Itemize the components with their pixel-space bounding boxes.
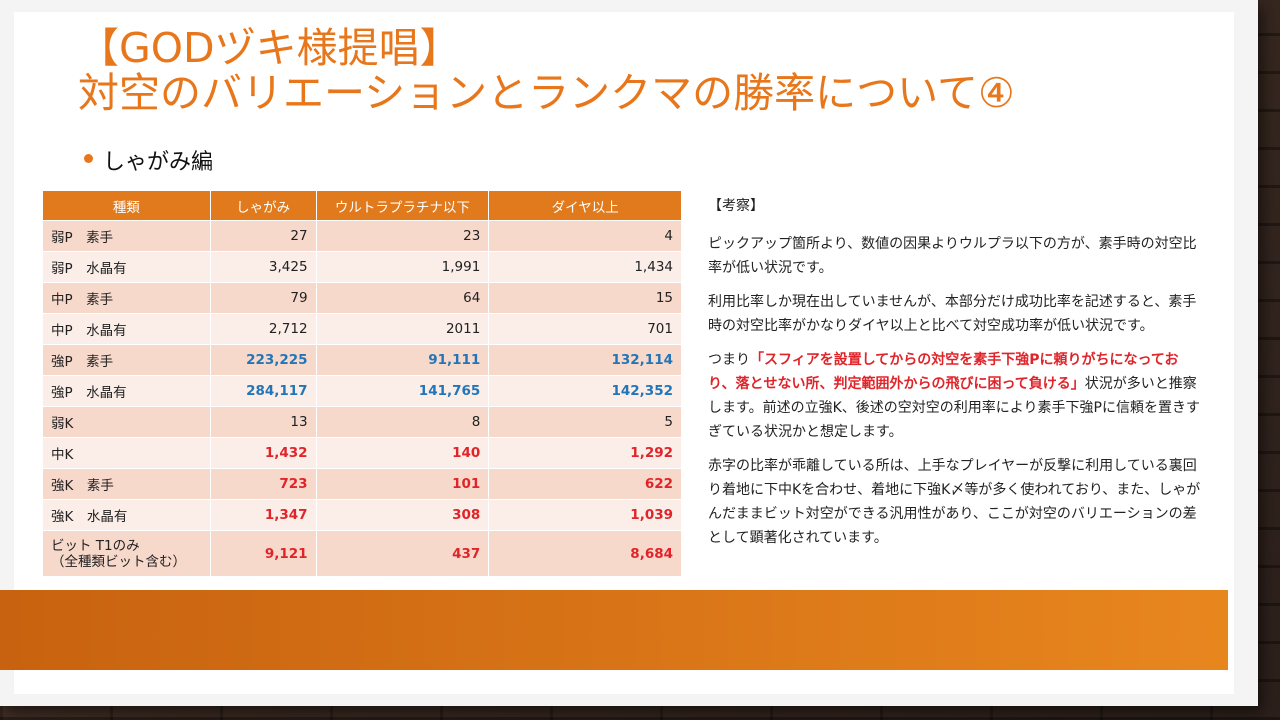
cell-ultra-platinum: 141,765 <box>315 375 490 407</box>
stats-table: 種類 しゃがみ ウルトラプラチナ以下 ダイヤ以上 弱P 素手 27 23 4 弱P 水晶… <box>42 190 682 577</box>
table-row: 強K 水晶有 1,347 308 1,039 <box>42 499 682 531</box>
notes-p3-highlight: 「スフィアを設置してからの対空を素手下強Pに頼りがちになっており、落とせない所、… <box>708 352 1179 392</box>
table-body: 弱P 素手 27 23 4 弱P 水晶有 3,425 1,991 1,434 中P 素手 79 64… <box>42 220 682 577</box>
row-label: 弱P 素手 <box>42 220 211 252</box>
cell-diamond: 132,114 <box>488 344 682 376</box>
notes-paragraph-3: つまり「スフィアを設置してからの対空を素手下強Pに頼りがちになっており、落とせな… <box>708 348 1204 444</box>
cell-diamond: 1,434 <box>488 251 682 283</box>
cell-diamond: 142,352 <box>488 375 682 407</box>
cell-crouch: 13 <box>209 406 317 438</box>
cell-ultra-platinum: 23 <box>315 220 490 252</box>
cell-diamond: 15 <box>488 282 682 314</box>
bullet-dot-icon <box>84 153 93 163</box>
title-line-1: 【GODヅキ様提唱】 <box>78 24 461 72</box>
cell-crouch: 1,432 <box>209 437 317 469</box>
row-label: 強P 水晶有 <box>42 375 211 407</box>
row-label: 中K <box>42 437 211 469</box>
table-row: 中P 水晶有 2,712 2011 701 <box>42 313 682 345</box>
cell-ultra-platinum: 140 <box>315 437 490 469</box>
table-row: 弱K 13 8 5 <box>42 406 682 438</box>
cell-diamond: 5 <box>488 406 682 438</box>
row-label: 強K 水晶有 <box>42 499 211 531</box>
cell-ultra-platinum: 101 <box>315 468 490 500</box>
table-row: 弱P 水晶有 3,425 1,991 1,434 <box>42 251 682 283</box>
table-row: 中K 1,432 140 1,292 <box>42 437 682 469</box>
cell-crouch: 3,425 <box>209 251 317 283</box>
row-label: 弱P 水晶有 <box>42 251 211 283</box>
row-label: 中P 水晶有 <box>42 313 211 345</box>
notes-paragraph-2: 利用比率しか現在出していませんが、本部分だけ成功比率を記述すると、素手時の対空比… <box>708 294 1197 334</box>
bullet-item: しゃがみ編 <box>84 144 213 176</box>
row-label: 強K 素手 <box>42 468 211 500</box>
notes-paragraph-4: 赤字の比率が乖離している所は、上手なプレイヤーが反撃に利用している裏回り着地に下… <box>708 458 1201 546</box>
cell-crouch: 27 <box>209 220 317 252</box>
cell-diamond: 8,684 <box>488 530 682 577</box>
cell-diamond: 1,292 <box>488 437 682 469</box>
table-row: 強P 素手 223,225 91,111 132,114 <box>42 344 682 376</box>
footer-band <box>0 590 1228 670</box>
header-ultra-platinum: ウルトラプラチナ以下 <box>315 190 490 221</box>
table-row: 弱P 素手 27 23 4 <box>42 220 682 252</box>
title-line-2: 対空のバリエーションとランクマの勝率について④ <box>78 69 1015 117</box>
cell-ultra-platinum: 91,111 <box>315 344 490 376</box>
cell-crouch: 1,347 <box>209 499 317 531</box>
cell-ultra-platinum: 437 <box>315 530 490 577</box>
cell-crouch: 9,121 <box>209 530 317 577</box>
slide-title: 【GODヅキ様提唱】 対空のバリエーションとランクマの勝率について④ <box>78 26 1015 116</box>
row-label: ビット T1のみ （全種類ビット含む） <box>42 530 211 577</box>
row-label: 弱K <box>42 406 211 438</box>
table-row: 強P 水晶有 284,117 141,765 142,352 <box>42 375 682 407</box>
cell-ultra-platinum: 308 <box>315 499 490 531</box>
notes-p3-prefix: つまり <box>708 352 750 368</box>
cell-crouch: 2,712 <box>209 313 317 345</box>
cell-diamond: 1,039 <box>488 499 682 531</box>
table-row: 中P 素手 79 64 15 <box>42 282 682 314</box>
row-label: 強P 素手 <box>42 344 211 376</box>
cell-diamond: 4 <box>488 220 682 252</box>
table-row: ビット T1のみ （全種類ビット含む） 9,121 437 8,684 <box>42 530 682 577</box>
cell-ultra-platinum: 1,991 <box>315 251 490 283</box>
cell-crouch: 79 <box>209 282 317 314</box>
table-row: 強K 素手 723 101 622 <box>42 468 682 500</box>
cell-crouch: 723 <box>209 468 317 500</box>
row-label: 中P 素手 <box>42 282 211 314</box>
cell-crouch: 284,117 <box>209 375 317 407</box>
slide: 【GODヅキ様提唱】 対空のバリエーションとランクマの勝率について④ しゃがみ編… <box>0 0 1258 706</box>
cell-diamond: 622 <box>488 468 682 500</box>
header-crouch: しゃがみ <box>209 190 317 221</box>
cell-diamond: 701 <box>488 313 682 345</box>
cell-ultra-platinum: 8 <box>315 406 490 438</box>
notes-p3-suffix: 状況が多いと推察します。前述の立強K、後述の空対空の利用率により素手下強Pに信頼… <box>708 376 1200 440</box>
cell-crouch: 223,225 <box>209 344 317 376</box>
bullet-text: しゃがみ編 <box>103 150 214 175</box>
cell-ultra-platinum: 2011 <box>315 313 490 345</box>
notes-panel: 【考察】 ピックアップ箇所より、数値の因果よりウルプラ以下の方が、素手時の対空比… <box>708 194 1204 560</box>
cell-ultra-platinum: 64 <box>315 282 490 314</box>
table-header-row: 種類 しゃがみ ウルトラプラチナ以下 ダイヤ以上 <box>42 190 682 221</box>
notes-paragraph-1: ピックアップ箇所より、数値の因果よりウルプラ以下の方が、素手時の対空比率が低い状… <box>708 236 1197 276</box>
notes-heading: 【考察】 <box>708 198 764 214</box>
header-diamond: ダイヤ以上 <box>488 190 682 221</box>
header-type: 種類 <box>42 190 211 221</box>
